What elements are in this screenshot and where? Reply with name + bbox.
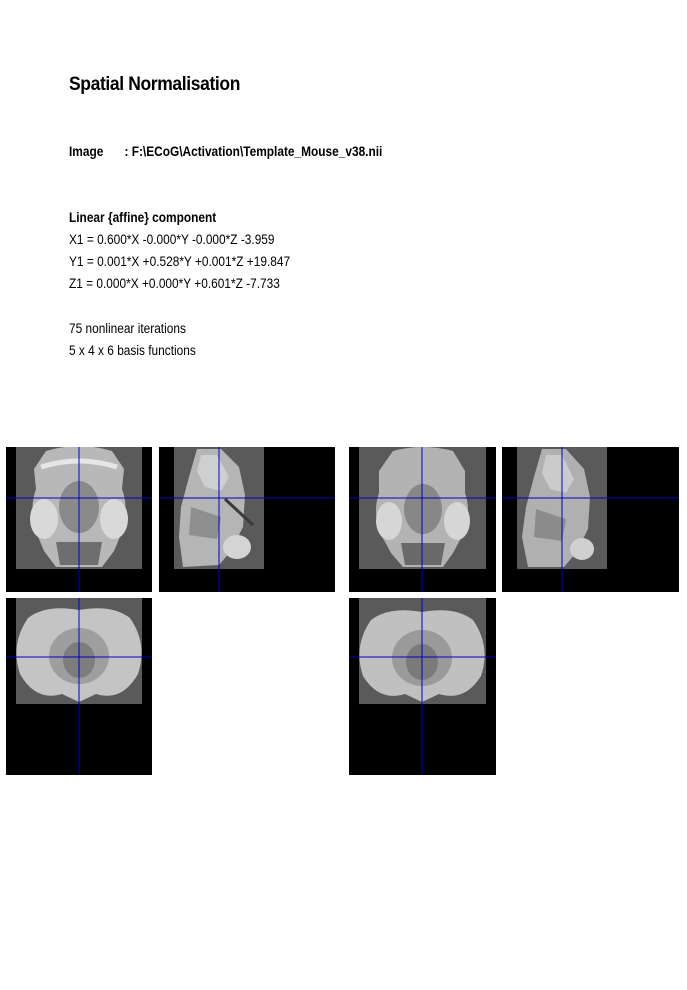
page-title: Spatial Normalisation	[69, 74, 241, 95]
affine-heading: Linear {affine} component	[69, 210, 217, 225]
image-filename-line: Image : F:\ECoG\Activation\Template_Mouse…	[69, 144, 382, 159]
image-label: Image	[69, 144, 104, 159]
basis-functions: 5 x 4 x 6 basis functions	[69, 343, 196, 358]
affine-x1: X1 = 0.600*X -0.000*Y -0.000*Z -3.959	[69, 232, 275, 247]
nonlinear-section: 75 nonlinear iterations 5 x 4 x 6 basis …	[69, 318, 196, 362]
nonlinear-iterations: 75 nonlinear iterations	[69, 321, 186, 336]
template-sagittal-view	[159, 447, 335, 592]
normalised-coronal-view	[349, 447, 496, 592]
image-path: : F:\ECoG\Activation\Template_Mouse_v38.…	[124, 144, 383, 159]
affine-z1: Z1 = 0.000*X +0.000*Y +0.601*Z -7.733	[69, 276, 280, 291]
affine-y1: Y1 = 0.001*X +0.528*Y +0.001*Z +19.847	[69, 254, 291, 269]
normalised-axial-view	[349, 598, 496, 775]
affine-section: Linear {affine} component X1 = 0.600*X -…	[69, 207, 290, 295]
normalised-sagittal-view	[502, 447, 679, 592]
template-coronal-view	[6, 447, 152, 592]
template-axial-view	[6, 598, 152, 775]
